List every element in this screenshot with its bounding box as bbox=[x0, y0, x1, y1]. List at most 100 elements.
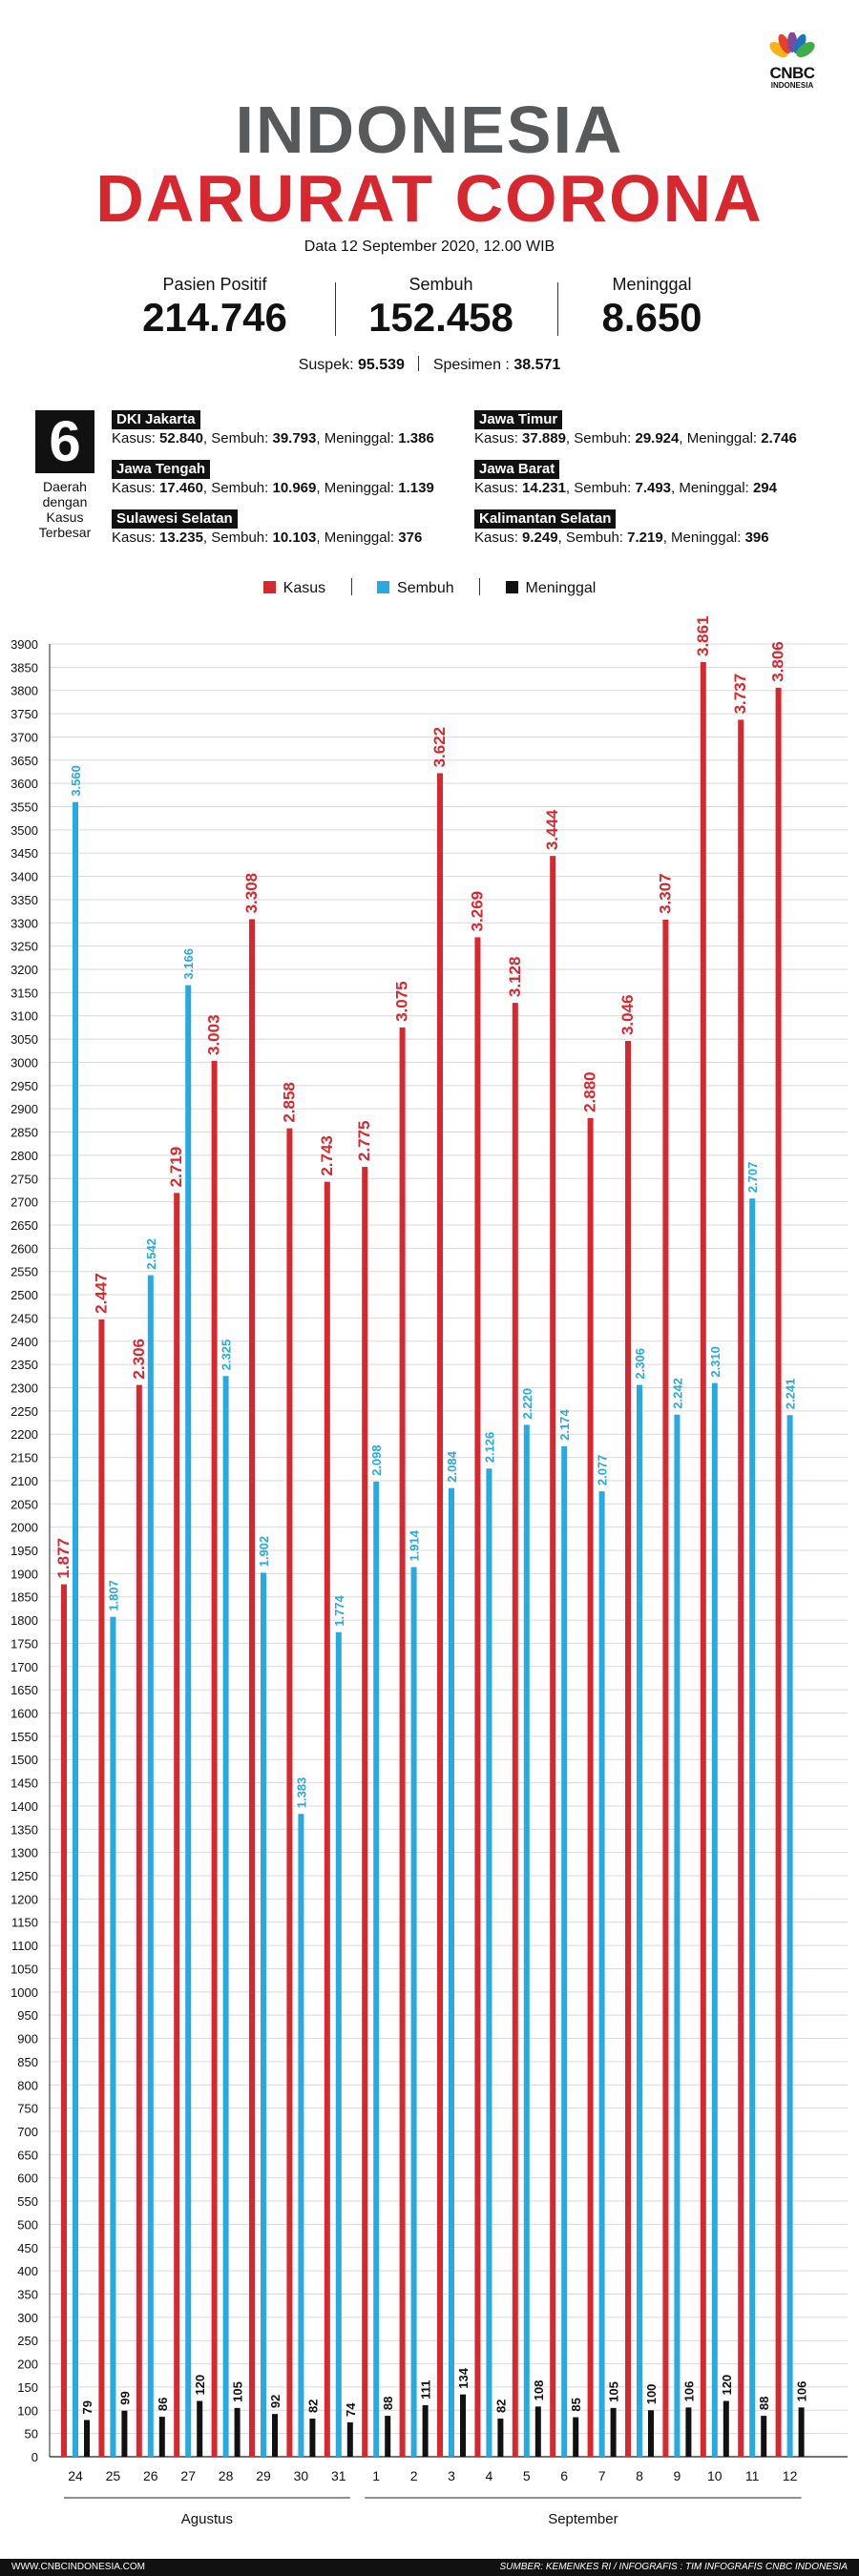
y-tick-label: 1000 bbox=[10, 1985, 38, 2000]
y-tick-label: 3150 bbox=[10, 986, 38, 1000]
bar-meninggal bbox=[84, 2420, 90, 2457]
sembuh-label: Sembuh: bbox=[211, 430, 269, 447]
sembuh-value: 29.924 bbox=[635, 430, 680, 447]
bar-kasus bbox=[136, 1384, 142, 2457]
legend-swatch-sembuh bbox=[377, 581, 390, 593]
kasus-value: 9.249 bbox=[522, 530, 558, 546]
data-label-meninggal: 74 bbox=[344, 2402, 358, 2417]
bar-kasus bbox=[174, 1193, 180, 2457]
y-tick-label: 2450 bbox=[10, 1311, 38, 1325]
sembuh-label: Sembuh: bbox=[574, 480, 632, 496]
kasus-label: Kasus: bbox=[112, 530, 156, 546]
stat-divider bbox=[557, 282, 558, 336]
bar-sembuh bbox=[523, 1424, 530, 2457]
data-label-kasus: 3.003 bbox=[205, 1014, 223, 1055]
meninggal-value: 396 bbox=[744, 530, 769, 546]
footer-bar: WWW.CNBCINDONESIA.COM SUMBER: KEMENKES R… bbox=[0, 2559, 859, 2576]
data-label-sembuh: 2.242 bbox=[670, 1378, 684, 1409]
stat-deaths-label: Meninggal bbox=[612, 275, 692, 294]
data-label-kasus: 3.269 bbox=[468, 891, 486, 932]
bar-sembuh bbox=[674, 1414, 681, 2457]
y-tick-label: 0 bbox=[31, 2450, 38, 2464]
meninggal-label: Meninggal: bbox=[324, 430, 395, 447]
kasus-label: Kasus: bbox=[112, 480, 156, 496]
y-tick-label: 3350 bbox=[10, 893, 38, 907]
x-tick-label: 28 bbox=[219, 2468, 234, 2483]
kasus-value: 17.460 bbox=[159, 480, 203, 496]
y-tick-label: 950 bbox=[17, 2008, 38, 2023]
bar-meninggal bbox=[648, 2410, 654, 2457]
y-tick-label: 3600 bbox=[10, 777, 38, 791]
bar-kasus bbox=[474, 937, 481, 2457]
stat-divider bbox=[335, 282, 336, 336]
bar-sembuh bbox=[261, 1572, 266, 2457]
data-label-meninggal: 86 bbox=[156, 2398, 170, 2411]
bar-kasus bbox=[286, 1128, 293, 2457]
data-label-sembuh: 2.310 bbox=[708, 1346, 723, 1378]
meninggal-label: Meninggal: bbox=[324, 480, 395, 496]
sembuh-label: Sembuh: bbox=[211, 530, 269, 546]
bar-meninggal bbox=[723, 2400, 729, 2457]
title-line-1: INDONESIA bbox=[235, 93, 624, 167]
data-label-sembuh: 2.174 bbox=[557, 1409, 572, 1441]
data-label-meninggal: 120 bbox=[193, 2375, 207, 2396]
y-tick-label: 1800 bbox=[10, 1613, 38, 1628]
y-tick-label: 1700 bbox=[10, 1660, 38, 1674]
bar-sembuh bbox=[449, 1487, 454, 2457]
y-tick-label: 2250 bbox=[10, 1404, 38, 1419]
meninggal-label: Meninggal: bbox=[686, 430, 758, 447]
y-tick-label: 250 bbox=[17, 2334, 38, 2348]
meninggal-label: Meninggal: bbox=[679, 480, 749, 496]
kasus-value: 52.840 bbox=[159, 430, 203, 447]
y-tick-label: 200 bbox=[17, 2358, 38, 2372]
bar-sembuh bbox=[637, 1384, 642, 2457]
data-label-meninggal: 100 bbox=[644, 2384, 659, 2405]
data-label-meninggal: 88 bbox=[381, 2397, 395, 2410]
y-tick-label: 3700 bbox=[10, 730, 38, 744]
bar-kasus bbox=[700, 662, 706, 2457]
peacock-icon bbox=[769, 31, 815, 61]
cnbc-logo: CNBC INDONESIA bbox=[754, 31, 830, 90]
bar-sembuh bbox=[561, 1445, 568, 2457]
x-tick-label: 10 bbox=[707, 2468, 723, 2483]
legend-item-meninggal: Meninggal bbox=[505, 580, 596, 597]
y-tick-label: 3800 bbox=[10, 684, 38, 698]
data-label-meninggal: 106 bbox=[681, 2381, 696, 2402]
data-label-kasus: 3.444 bbox=[543, 809, 561, 850]
stat-deaths-value: 8.650 bbox=[601, 295, 702, 340]
sembuh-label: Sembuh: bbox=[211, 480, 269, 496]
data-label-kasus: 2.447 bbox=[92, 1273, 110, 1314]
y-tick-label: 900 bbox=[17, 2032, 38, 2046]
bar-meninggal bbox=[497, 2419, 504, 2457]
specimen-value: 38.571 bbox=[513, 357, 561, 373]
stat-deaths: Meninggal 8.650 bbox=[537, 275, 766, 341]
logo-text: CNBC bbox=[769, 64, 815, 82]
bar-sembuh bbox=[486, 1468, 492, 2457]
y-tick-label: 2950 bbox=[10, 1079, 38, 1093]
region-caption-line: dengan bbox=[42, 494, 88, 509]
data-date: Data 12 September 2020, 12.00 WIB bbox=[304, 239, 555, 255]
y-tick-label: 2300 bbox=[10, 1381, 38, 1395]
y-tick-label: 3100 bbox=[10, 1009, 38, 1024]
y-tick-label: 1400 bbox=[10, 1799, 38, 1814]
data-label-sembuh: 3.560 bbox=[69, 765, 83, 797]
data-label-meninggal: 105 bbox=[231, 2381, 245, 2402]
region-name: Jawa Timur bbox=[474, 410, 563, 429]
bar-kasus bbox=[437, 773, 443, 2457]
x-tick-label: 27 bbox=[180, 2468, 196, 2483]
region-item: Kalimantan Selatan Kasus: 9.249, Sembuh:… bbox=[474, 509, 769, 546]
kasus-value: 13.235 bbox=[159, 530, 203, 546]
meninggal-value: 376 bbox=[398, 530, 423, 546]
y-tick-label: 3050 bbox=[10, 1032, 38, 1047]
y-tick-label: 450 bbox=[17, 2241, 38, 2255]
data-label-sembuh: 1.902 bbox=[257, 1536, 271, 1568]
bar-meninggal bbox=[385, 2416, 391, 2457]
data-label-kasus: 3.308 bbox=[242, 873, 261, 914]
data-label-sembuh: 2.098 bbox=[369, 1444, 384, 1476]
bar-kasus bbox=[738, 719, 744, 2457]
title-line-2: DARURAT CORONA bbox=[95, 161, 764, 236]
stat-positive: Pasien Positif 214.746 bbox=[100, 275, 329, 341]
y-tick-label: 2100 bbox=[10, 1474, 38, 1488]
data-label-sembuh: 1.914 bbox=[408, 1529, 422, 1561]
y-tick-label: 550 bbox=[17, 2194, 38, 2209]
